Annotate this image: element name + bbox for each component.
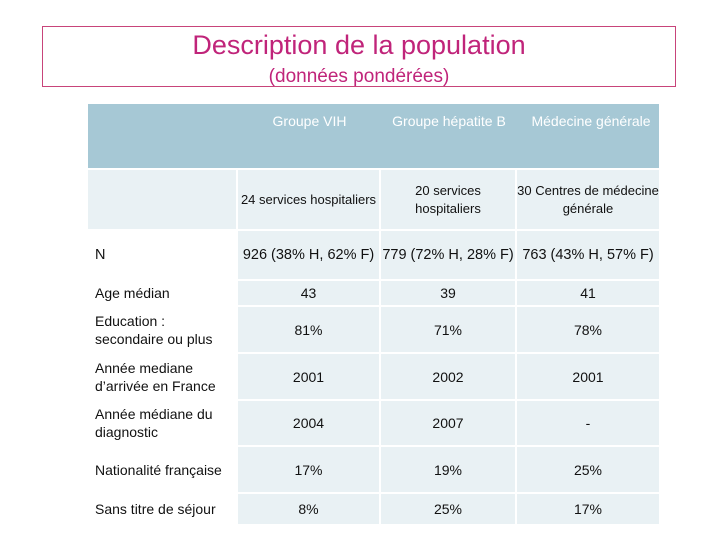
subheader-cell-hepatite: 20 services hospitaliers (381, 170, 517, 229)
row-value: 779 (72% H, 28% F) (381, 231, 517, 279)
row-value: 2001 (572, 368, 604, 385)
row-label: Année médiane du diagnostic (88, 401, 238, 445)
row-value: - (585, 415, 591, 431)
row-value: 2007 (381, 401, 517, 445)
population-table: Groupe VIH Groupe hépatite B Médecine gé… (88, 104, 659, 526)
row-value: 8% (238, 494, 381, 524)
table-row: Sans titre de séjour 8% 25% 17% (88, 494, 659, 526)
subheader-cell-medecine: 30 Centres de médecine générale (517, 182, 659, 216)
row-value: 763 (43% H, 57% F) (522, 247, 654, 263)
row-label: Sans titre de séjour (88, 494, 238, 524)
header-cell-medecine: Médecine générale (531, 113, 651, 129)
table-subheader-row: 24 services hospitaliers 20 services hos… (88, 170, 659, 231)
table-row: Education : secondaire ou plus 81% 71% 7… (88, 307, 659, 354)
row-value: 81% (238, 307, 381, 352)
table-row: Nationalité française 17% 19% 25% (88, 447, 659, 494)
row-label: Nationalité française (88, 447, 238, 492)
row-label: Année mediane d’arrivée en France (88, 354, 238, 399)
header-cell-empty (88, 104, 238, 112)
header-cell-hepatite: Groupe hépatite B (392, 113, 506, 129)
table-row: Année mediane d’arrivée en France 2001 2… (88, 354, 659, 401)
subheader-cell-vih: 24 services hospitaliers (238, 170, 381, 229)
slide-subtitle: (données pondérées) (268, 66, 450, 87)
row-value: 25% (573, 461, 603, 478)
row-value: 25% (381, 494, 517, 524)
row-label: Age médian (88, 281, 238, 305)
row-value: 71% (381, 307, 517, 352)
row-value: 2004 (238, 401, 381, 445)
row-value: 19% (381, 447, 517, 492)
table-header-row: Groupe VIH Groupe hépatite B Médecine gé… (88, 104, 659, 170)
table-row: N 926 (38% H, 62% F) 779 (72% H, 28% F) … (88, 231, 659, 281)
row-value: 43 (238, 281, 381, 305)
row-label: Education : secondaire ou plus (88, 307, 238, 352)
row-label: N (88, 231, 238, 279)
subheader-cell-empty (88, 170, 238, 229)
row-value: 17% (573, 501, 603, 517)
title-box: Description de la population (données po… (42, 26, 676, 87)
table-row: Age médian 43 39 41 (88, 281, 659, 307)
row-value: 78% (573, 321, 603, 338)
header-cell-vih: Groupe VIH (272, 113, 347, 129)
row-value: 41 (580, 285, 596, 301)
slide-title: Description de la population (192, 30, 526, 60)
row-value: 2002 (381, 354, 517, 399)
row-value: 2001 (238, 354, 381, 399)
row-value: 39 (381, 281, 517, 305)
row-value: 17% (238, 447, 381, 492)
table-row: Année médiane du diagnostic 2004 2007 - (88, 401, 659, 447)
row-value: 926 (38% H, 62% F) (238, 231, 381, 279)
